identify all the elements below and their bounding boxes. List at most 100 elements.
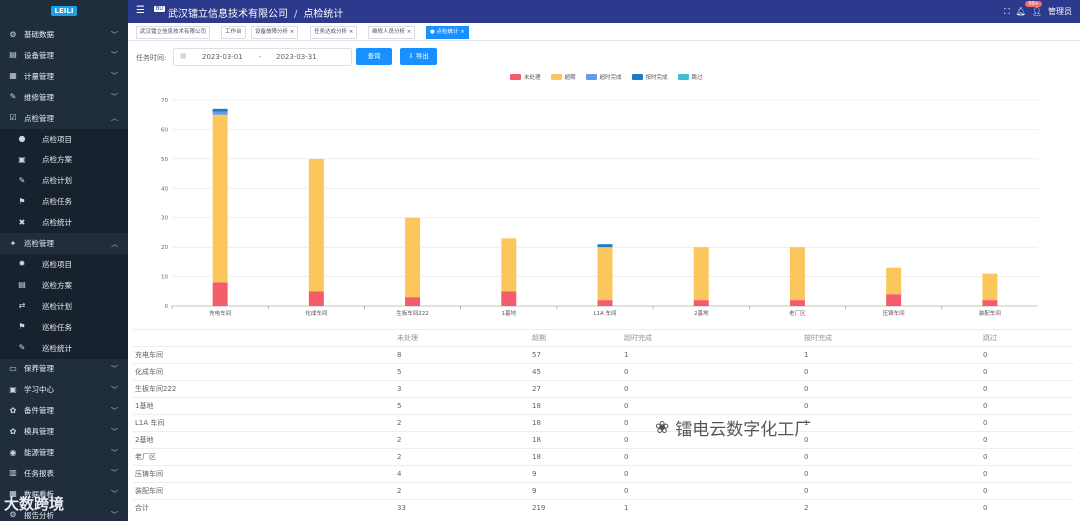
chevron-icon: ︿ bbox=[111, 239, 118, 248]
table-cell: 0 bbox=[622, 380, 802, 398]
menu-icon: ▦ bbox=[9, 71, 17, 81]
sidebar-item[interactable]: ✿ 备件管理 ﹀ bbox=[0, 400, 128, 421]
bar-segment bbox=[789, 300, 805, 306]
chevron-icon: ﹀ bbox=[111, 364, 118, 373]
menu-icon: ☑ bbox=[9, 113, 17, 123]
menu-label: 巡检项目 bbox=[42, 259, 72, 269]
legend-swatch bbox=[677, 74, 689, 80]
sidebar-item[interactable]: ▣ 点检方案 bbox=[0, 149, 128, 171]
tag-item[interactable]: 武汉镭立信息技术有限公司 bbox=[136, 26, 211, 39]
bar-segment bbox=[693, 300, 709, 306]
table-header-cell: 跳过 bbox=[981, 329, 1074, 347]
sidebar-item[interactable]: ☑ 点检管理 ︿ bbox=[0, 108, 128, 129]
bell-icon[interactable]: 🔔︎ bbox=[1015, 7, 1026, 16]
table-cell: 0 bbox=[622, 482, 802, 500]
table-cell: 18 bbox=[530, 431, 622, 449]
sidebar-item[interactable]: ▤ 巡检方案 bbox=[0, 274, 128, 296]
bar-segment bbox=[886, 294, 902, 306]
sidebar-item[interactable]: ✿ 模具管理 ﹀ bbox=[0, 421, 128, 442]
tag-item[interactable]: ● 点检统计 × bbox=[426, 26, 469, 39]
legend-swatch bbox=[585, 74, 597, 80]
sidebar-item[interactable]: ⚑ 巡检任务 bbox=[0, 316, 128, 338]
table-row: 合计 33 219 1 2 0 bbox=[133, 499, 1074, 516]
breadcrumb-company[interactable]: 武汉镭立信息技术有限公司 bbox=[168, 9, 288, 20]
table-cell: 57 bbox=[530, 346, 622, 364]
table-cell: 合计 bbox=[133, 499, 395, 516]
sidebar-item[interactable]: ⚙ 报告分析 ﹀ bbox=[0, 505, 128, 521]
bar-segment bbox=[982, 273, 998, 301]
end-date[interactable]: 2023-03-31 bbox=[276, 53, 317, 61]
table-cell: 1基地 bbox=[133, 397, 395, 415]
search-button[interactable]: 查询 bbox=[356, 48, 392, 65]
legend-item[interactable]: 超时完成 bbox=[585, 73, 622, 81]
table-cell: 18 bbox=[530, 414, 622, 432]
x-tick-label: 老厂区 bbox=[789, 309, 806, 317]
app-logo[interactable]: LEILI bbox=[0, 0, 128, 22]
bar-segment bbox=[405, 217, 421, 298]
sidebar-item[interactable]: ✎ 巡检统计 bbox=[0, 337, 128, 359]
date-range-picker[interactable]: ▦ 2023-03-01 - 2023-03-31 bbox=[173, 48, 352, 66]
sidebar-item[interactable]: ⚑ 点检任务 bbox=[0, 191, 128, 213]
hamburger-icon[interactable]: ☰ bbox=[136, 5, 145, 16]
sidebar-item[interactable]: ✎ 点检计划 bbox=[0, 170, 128, 192]
menu-label: 点检计划 bbox=[42, 176, 72, 186]
sidebar-item[interactable]: ▭ 保养管理 ﹀ bbox=[0, 358, 128, 379]
legend-swatch bbox=[510, 74, 521, 80]
menu-icon: ● bbox=[18, 134, 26, 143]
table-cell: 0 bbox=[802, 431, 981, 449]
tag-item[interactable]: 任务达成分析 × bbox=[310, 26, 358, 39]
user-icon[interactable]: 👤︎ bbox=[1031, 7, 1042, 16]
sidebar-item[interactable]: ◉ 能源管理 ﹀ bbox=[0, 442, 128, 463]
sidebar-item[interactable]: ✹ 巡检项目 bbox=[0, 253, 128, 275]
table-cell: 0 bbox=[981, 414, 1074, 432]
sidebar-item[interactable]: ⚙ 基础数据 ﹀ bbox=[0, 24, 128, 45]
chevron-icon: ﹀ bbox=[111, 51, 118, 60]
bar-segment bbox=[982, 300, 998, 306]
table-cell: 0 bbox=[981, 499, 1074, 516]
menu-icon: ✹ bbox=[18, 259, 26, 269]
table-cell: 0 bbox=[622, 431, 802, 449]
fullscreen-icon[interactable]: ⛶ bbox=[1004, 6, 1010, 16]
sidebar-item[interactable]: ✎ 维修管理 ﹀ bbox=[0, 87, 128, 108]
calendar-icon: ▦ bbox=[180, 52, 187, 60]
sidebar-item[interactable]: ✖ 点检统计 bbox=[0, 212, 128, 234]
tag-item[interactable]: 维修人员分析 × bbox=[368, 26, 416, 39]
user-name[interactable]: 管理员 bbox=[1048, 7, 1072, 16]
legend-item[interactable]: 跳过 bbox=[677, 73, 703, 81]
legend-item[interactable]: 超期 bbox=[550, 73, 576, 81]
sidebar-item[interactable]: ▦ 数据看板 ﹀ bbox=[0, 484, 128, 505]
bar-segment bbox=[501, 238, 517, 292]
sidebar-item[interactable]: ✦ 巡检管理 ︿ bbox=[0, 233, 128, 254]
start-date[interactable]: 2023-03-01 bbox=[202, 53, 243, 61]
table-header-cell: 超期 bbox=[530, 329, 622, 347]
y-tick-label: 0 bbox=[165, 304, 169, 310]
sidebar-item[interactable]: ● 点检项目 bbox=[0, 128, 128, 150]
menu-icon: ✿ bbox=[9, 426, 17, 436]
chevron-icon: ﹀ bbox=[111, 385, 118, 394]
sidebar-item[interactable]: ▥ 任务报表 ﹀ bbox=[0, 463, 128, 484]
tag-item[interactable]: 工作台 bbox=[221, 26, 246, 39]
sidebar-item[interactable]: ▦ 计量管理 ﹀ bbox=[0, 66, 128, 87]
export-button[interactable]: ⇩ 导出 bbox=[400, 48, 437, 65]
chart-legend: 未处理 超期 超时完成 按时完成 跳过 bbox=[510, 73, 703, 81]
legend-label: 按时完成 bbox=[645, 75, 668, 81]
bar-segment bbox=[405, 297, 421, 306]
menu-icon: ▣ bbox=[9, 384, 17, 394]
sidebar-item[interactable]: ▣ 学习中心 ﹀ bbox=[0, 379, 128, 400]
table-cell: 45 bbox=[530, 363, 622, 381]
task-time-label: 任务时间: bbox=[136, 54, 167, 62]
menu-label: 点检任务 bbox=[42, 197, 72, 207]
header-actions: ⛶ 🔔︎ 👤︎ 管理员 bbox=[1004, 6, 1072, 17]
table-cell: 0 bbox=[802, 465, 981, 483]
legend-label: 跳过 bbox=[691, 75, 703, 81]
table-cell: 8 bbox=[395, 346, 530, 364]
menu-label: 巡检方案 bbox=[42, 280, 72, 290]
menu-label: 计量管理 bbox=[24, 71, 54, 81]
tag-item[interactable]: 设备故障分析 × bbox=[251, 26, 299, 39]
legend-item[interactable]: 按时完成 bbox=[631, 73, 668, 81]
watermark-text: 镭电云数字化工厂 bbox=[675, 420, 812, 440]
legend-item[interactable]: 未处理 bbox=[510, 73, 541, 81]
sidebar-item[interactable]: ⇄ 巡检计划 bbox=[0, 295, 128, 317]
sidebar-item[interactable]: ▤ 设备管理 ﹀ bbox=[0, 45, 128, 66]
bar-segment bbox=[886, 267, 902, 295]
